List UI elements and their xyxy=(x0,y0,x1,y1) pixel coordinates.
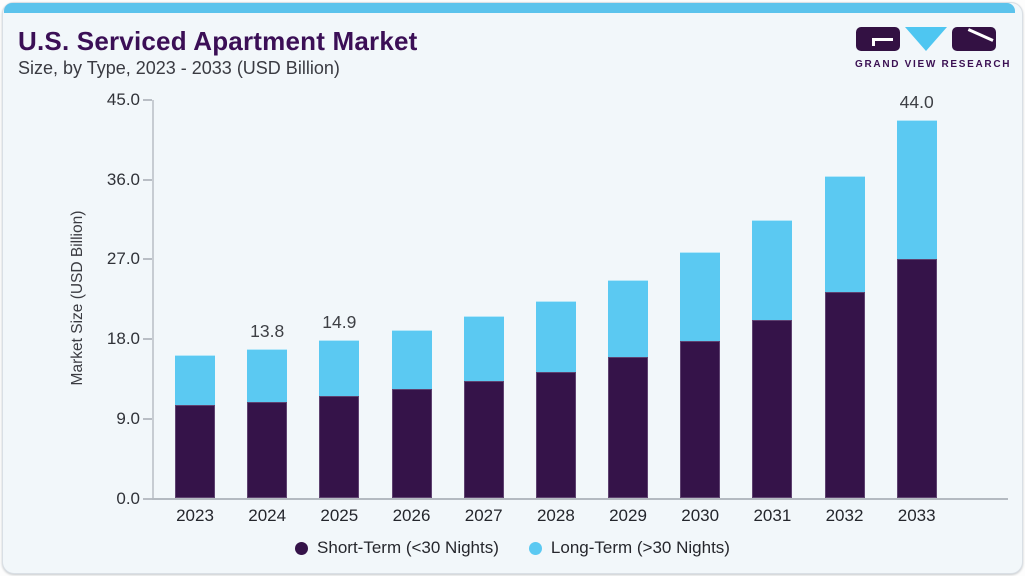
legend-item-long-term: Long-Term (>30 Nights) xyxy=(528,538,730,558)
x-label-2025: 2025 xyxy=(320,506,359,525)
y-tick xyxy=(143,258,152,261)
x-axis-line xyxy=(143,498,1008,500)
y-tick xyxy=(143,338,152,341)
brand-name: GRAND VIEW RESEARCH xyxy=(855,59,1012,70)
logo-blocks xyxy=(855,27,997,51)
x-label-2027: 2027 xyxy=(464,506,503,525)
x-label-2030: 2030 xyxy=(681,506,720,525)
x-label-2031: 2031 xyxy=(753,506,792,525)
chart-legend: Short-Term (<30 Nights) Long-Term (>30 Ni… xyxy=(0,536,1025,560)
bar-2027 xyxy=(463,316,504,498)
legend-label: Short-Term (<30 Nights) xyxy=(317,538,499,557)
x-label-2029: 2029 xyxy=(609,506,647,525)
segment-long-term-2027 xyxy=(463,316,504,381)
segment-long-term-2025 xyxy=(319,340,360,397)
logo-g-glyph xyxy=(872,38,875,46)
y-tick-label: 0.0 xyxy=(116,489,140,508)
segment-long-term-2031 xyxy=(752,220,793,320)
y-axis-line xyxy=(152,100,154,500)
data-label-2025: 14.9 xyxy=(322,312,357,333)
segment-short-term-2032 xyxy=(824,292,865,498)
legend-item-short-term: Short-Term (<30 Nights) xyxy=(295,538,499,558)
bar-2031 xyxy=(752,220,793,498)
x-label-2028: 2028 xyxy=(536,506,575,525)
x-label-2023: 2023 xyxy=(176,506,214,525)
x-label-2024: 2024 xyxy=(248,506,287,525)
bar-2023 xyxy=(175,355,215,498)
bar-2026 xyxy=(391,330,432,498)
page-subtitle: Size, by Type, 2023 - 2033 (USD Billion) xyxy=(18,58,340,78)
grand-view-research-logo: GRAND VIEW RESEARCH xyxy=(855,27,1012,70)
y-tick xyxy=(143,498,152,500)
y-tick-label: 27.0 xyxy=(106,249,140,269)
y-tick xyxy=(143,98,152,101)
bar-2033 xyxy=(896,120,937,498)
y-tick-label: 45.0 xyxy=(106,89,140,109)
y-axis-title: Market Size (USD Billion) xyxy=(69,210,86,386)
segment-short-term-2033 xyxy=(896,258,937,498)
segment-short-term-2029 xyxy=(608,356,648,498)
bar-2024 xyxy=(247,348,288,498)
top-accent-strip xyxy=(4,3,1015,13)
bar-2032 xyxy=(824,175,865,498)
x-label-2033: 2033 xyxy=(897,506,936,525)
x-label-2032: 2032 xyxy=(825,506,864,525)
legend-label: Long-Term (>30 Nights) xyxy=(550,538,730,557)
segment-short-term-2023 xyxy=(175,404,215,498)
bar-2028 xyxy=(535,301,576,498)
segment-long-term-2026 xyxy=(391,330,432,389)
logo-r-block xyxy=(952,27,996,51)
page-title: U.S. Serviced Apartment Market xyxy=(18,26,418,56)
x-label-2026: 2026 xyxy=(392,506,431,525)
segment-short-term-2031 xyxy=(752,319,793,498)
segment-long-term-2032 xyxy=(824,175,865,293)
segment-short-term-2030 xyxy=(680,340,721,498)
segment-long-term-2024 xyxy=(247,348,288,403)
bar-2029 xyxy=(608,279,648,498)
segment-long-term-2028 xyxy=(535,301,576,373)
legend-dot-icon xyxy=(528,541,542,555)
segment-long-term-2029 xyxy=(608,279,648,357)
segment-short-term-2024 xyxy=(247,402,288,498)
y-tick xyxy=(143,418,152,421)
segment-short-term-2027 xyxy=(463,380,504,498)
legend-dot-icon xyxy=(295,541,309,555)
y-tick xyxy=(143,178,152,181)
segment-short-term-2026 xyxy=(391,388,432,498)
logo-v-triangle-icon xyxy=(905,27,947,51)
segment-long-term-2033 xyxy=(896,120,937,259)
y-tick-label: 9.0 xyxy=(116,409,140,429)
bar-2025 xyxy=(319,340,360,498)
data-label-2024: 13.8 xyxy=(250,320,285,341)
bar-2030 xyxy=(680,252,721,498)
segment-short-term-2025 xyxy=(319,396,360,498)
y-tick-label: 18.0 xyxy=(106,329,140,349)
y-tick-label: 36.0 xyxy=(106,169,140,189)
segment-long-term-2030 xyxy=(680,252,721,341)
segment-short-term-2028 xyxy=(535,372,576,498)
data-label-2033: 44.0 xyxy=(899,92,934,112)
segment-long-term-2023 xyxy=(175,355,215,405)
logo-g-block xyxy=(856,27,900,51)
